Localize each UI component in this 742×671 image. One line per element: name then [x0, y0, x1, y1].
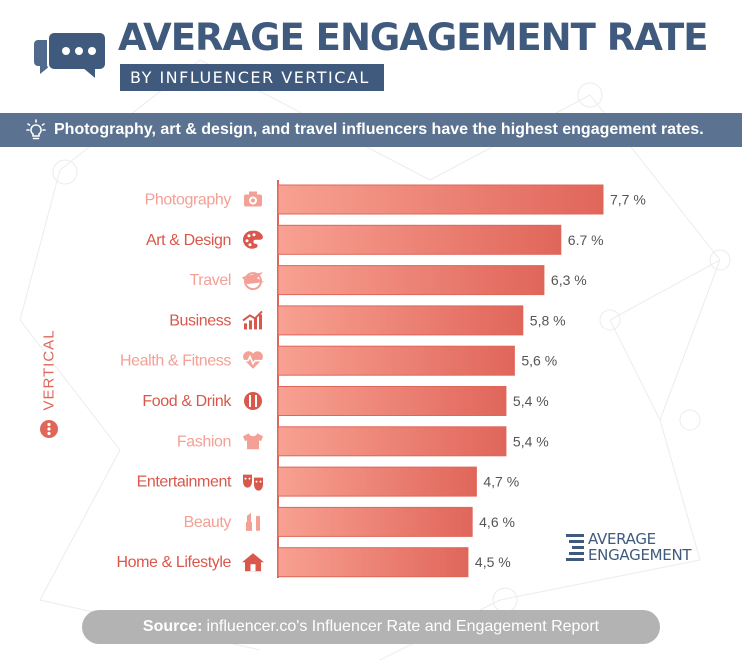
- logo-stripes-icon: [566, 534, 584, 561]
- source-label: Source:: [142, 618, 203, 635]
- lipstick-base: [246, 521, 252, 531]
- value-label: 4,7 %: [483, 474, 519, 490]
- value-label: 6.7 %: [568, 232, 604, 248]
- chart-subtitle: BY INFLUENCER VERTICAL: [120, 64, 384, 91]
- more-options-icon: [40, 420, 58, 438]
- value-label: 6,3 %: [551, 272, 587, 288]
- palette-dot: [252, 233, 256, 237]
- trend-bar: [244, 323, 247, 330]
- category-label: Travel: [190, 272, 231, 289]
- value-label: 4,6 %: [479, 514, 515, 530]
- bar-travel: [277, 265, 545, 296]
- value-label: 5,8 %: [530, 312, 566, 328]
- tshirt-icon: [243, 433, 263, 450]
- food-icon: [244, 392, 262, 410]
- category-label: Food & Drink: [142, 393, 232, 410]
- category-label: Beauty: [184, 514, 232, 531]
- palette-dot: [248, 243, 252, 247]
- bar-health-fitness: [277, 345, 515, 376]
- plane-globe-icon: [242, 272, 264, 291]
- bar-entertainment: [277, 466, 477, 497]
- value-label: 5,4 %: [513, 393, 549, 409]
- logo-text-line1: AVERAGE: [588, 530, 656, 548]
- trend-line: [242, 310, 263, 322]
- value-label: 7,7 %: [610, 192, 646, 208]
- lightbulb-icon: [26, 119, 46, 140]
- category-label: Entertainment: [137, 474, 232, 491]
- logo-text-line2: ENGAGEMENT: [588, 546, 692, 564]
- insight-banner: Photography, art & design, and travel in…: [0, 113, 742, 147]
- palette-icon: [242, 230, 263, 249]
- bar-fashion: [277, 426, 507, 457]
- theater-masks-icon: [243, 474, 263, 491]
- pulse: [241, 354, 265, 366]
- palette-dot: [247, 234, 251, 238]
- brand-logo: AVERAGE ENGAGEMENT: [566, 530, 692, 567]
- heart: [243, 351, 263, 369]
- bar-business: [277, 305, 524, 336]
- banner-text: Photography, art & design, and travel in…: [54, 121, 704, 138]
- mask-right: [254, 477, 263, 491]
- category-label: Health & Fitness: [120, 353, 231, 370]
- heartbeat-icon: [241, 351, 265, 369]
- y-axis-label: VERTICAL: [34, 320, 64, 438]
- value-label: 5,6 %: [521, 353, 557, 369]
- mask-left: [243, 474, 252, 488]
- category-label: Art & Design: [146, 232, 231, 249]
- mask-eye: [248, 477, 251, 480]
- category-label: Home & Lifestyle: [116, 554, 231, 571]
- house-door: [250, 564, 256, 572]
- source-footer: Source: influencer.co's Influencer Rate …: [82, 610, 660, 644]
- trend-chart-icon: [242, 310, 263, 330]
- trend-bar: [249, 320, 252, 330]
- mask-eye: [255, 480, 258, 483]
- plate: [244, 392, 262, 410]
- value-label: 5,4 %: [513, 433, 549, 449]
- plane: [242, 272, 264, 285]
- house-icon: [242, 553, 264, 572]
- mask-eye: [259, 480, 262, 483]
- bar-home-lifestyle: [277, 547, 469, 578]
- category-label: Business: [169, 312, 231, 329]
- house: [242, 553, 264, 572]
- chart-title: AVERAGE ENGAGEMENT RATE: [118, 16, 709, 59]
- camera-lens: [251, 198, 255, 203]
- value-label: 4,5 %: [475, 554, 511, 570]
- palette-dot: [245, 239, 249, 243]
- trend-bar: [254, 317, 257, 330]
- nail-polish: [256, 515, 260, 531]
- tshirt: [243, 433, 263, 450]
- utensils: [249, 395, 257, 407]
- category-label: Fashion: [177, 433, 231, 450]
- mask-eye: [244, 477, 247, 480]
- lipstick-icon: [246, 512, 260, 531]
- bar-photography: [277, 184, 604, 215]
- category-label: Photography: [145, 192, 232, 209]
- chat-bubbles-icon: [34, 31, 107, 83]
- camera-top: [249, 191, 257, 196]
- lipstick-tip: [247, 512, 251, 522]
- bar-beauty: [277, 506, 473, 537]
- camera-icon: [244, 191, 262, 207]
- bar-art-design: [277, 224, 562, 255]
- source-text: influencer.co's Influencer Rate and Enga…: [206, 618, 600, 635]
- trend-bar: [259, 314, 262, 330]
- bar-food-drink: [277, 386, 507, 416]
- header: AVERAGE ENGAGEMENT RATE BY INFLUENCER VE…: [0, 0, 742, 105]
